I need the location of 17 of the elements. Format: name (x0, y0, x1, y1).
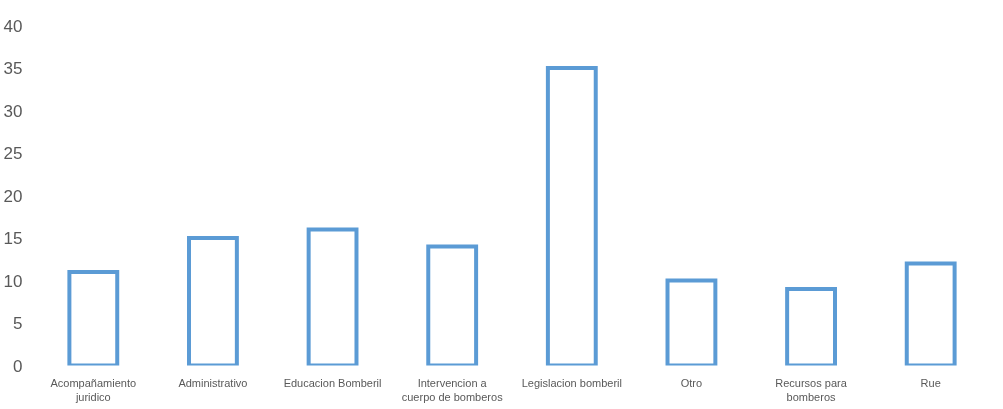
x-tick-label: Rue (920, 376, 941, 389)
y-tick-label: 10 (3, 271, 23, 291)
y-tick-label: 35 (3, 59, 23, 78)
x-tick-label: Acompañamiento juridico (50, 376, 137, 403)
x-tick-label: Intervencion a cuerpo de bomberos (401, 376, 504, 403)
x-tick-label: Recursos para bomberos (775, 376, 848, 403)
y-tick-label: 25 (3, 144, 23, 163)
x-tick-label: Legislacion bomberil (521, 376, 622, 389)
x-tick-label: Educacion Bomberil (283, 376, 382, 389)
y-tick-label: 5 (13, 314, 23, 333)
x-tick-label: Otro (680, 376, 703, 389)
y-tick-label: 0 (13, 356, 23, 376)
y-tick-label: 30 (3, 101, 23, 121)
y-tick-label: 20 (3, 186, 23, 206)
y-tick-label: 15 (3, 229, 23, 248)
y-tick-label: 40 (3, 16, 23, 36)
x-tick-label: Administrativo (178, 376, 248, 389)
